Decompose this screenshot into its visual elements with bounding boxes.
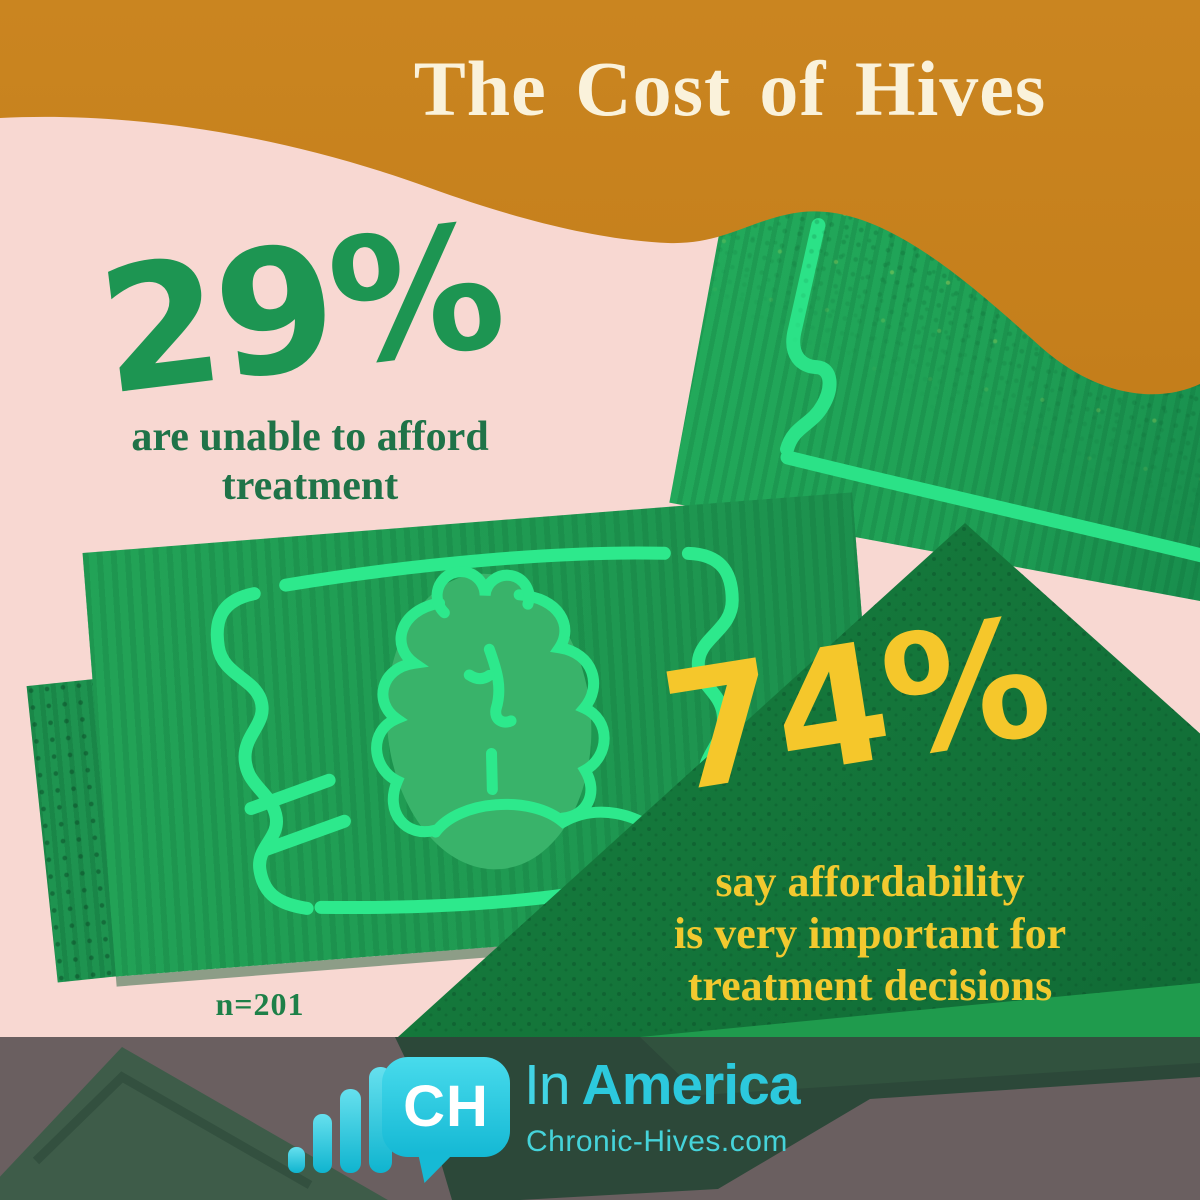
stat-29-caption: are unable to afford treatment [75, 413, 545, 510]
footer: CH In America Chronic-Hives.com [0, 1037, 1200, 1200]
stat-74-caption-line3: treatment decisions [687, 960, 1053, 1010]
chronic-hives-logo: CH [288, 1055, 518, 1200]
stat-74-caption: say affordability is very important for … [600, 856, 1140, 1012]
stat-29-caption-line2: treatment [221, 462, 399, 509]
stat-29-value: 29% [89, 185, 511, 434]
sample-size-note: n=201 [215, 986, 305, 1022]
speech-bubble-icon: CH [382, 1057, 510, 1157]
orange-wave-band [0, 0, 1200, 395]
dollar-bill-top-right [669, 186, 1200, 625]
stat-29-caption-line1: are unable to afford [131, 414, 489, 460]
logo-monogram: CH [403, 1074, 489, 1139]
stat-74-caption-line2: is very important for [673, 908, 1067, 958]
brand-wordmark: In America [524, 1057, 801, 1114]
page-title: The Cost of Hives [413, 45, 1047, 132]
stat-74-caption-line1: say affordability [715, 857, 1025, 906]
brand-name: America [581, 1053, 801, 1117]
brand-prefix: In [524, 1053, 571, 1117]
website-url: Chronic-Hives.com [526, 1125, 788, 1158]
